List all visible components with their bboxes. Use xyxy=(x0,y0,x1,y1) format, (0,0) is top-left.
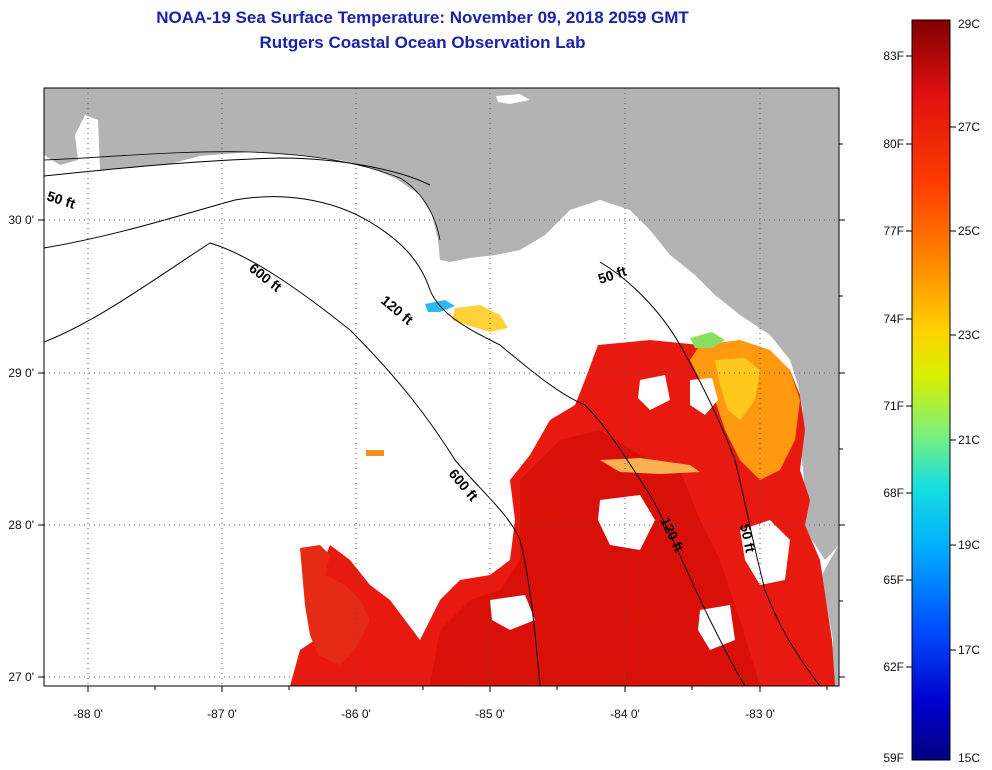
colorbar-celsius-label: 25C xyxy=(958,224,980,238)
cloud-gap xyxy=(598,495,655,550)
cloud-gap xyxy=(690,378,718,415)
contour-label: 50 ft xyxy=(737,522,759,554)
sst-big-bend-yellow xyxy=(452,305,508,332)
contour-50ft xyxy=(44,157,431,186)
sst-band-orange xyxy=(600,458,700,474)
longitude-tick-label: -88 0' xyxy=(73,707,103,721)
contour-50ft-east xyxy=(599,261,821,686)
temperature-colorbar xyxy=(911,19,951,761)
colorbar-fahrenheit-label: 71F xyxy=(883,399,904,413)
latitude-tick-label: 28 0' xyxy=(8,518,34,532)
sst-green-patch xyxy=(690,332,725,348)
sst-warm-water-west xyxy=(300,545,370,665)
colorbar-fahrenheit-label: 65F xyxy=(883,573,904,587)
map-title: NOAA-19 Sea Surface Temperature: Novembe… xyxy=(156,8,689,27)
colorbar-celsius-label: 19C xyxy=(958,538,980,552)
colorbar-fahrenheit-label: 59F xyxy=(883,751,904,765)
land-mass xyxy=(44,88,839,560)
colorbar-celsius-label: 21C xyxy=(958,433,980,447)
colorbar-celsius-label: 29C xyxy=(958,17,980,31)
longitude-tick-label: -85 0' xyxy=(475,707,505,721)
colorbar-fahrenheit-label: 80F xyxy=(883,137,904,151)
map-frame xyxy=(43,87,840,687)
map-subtitle: Rutgers Coastal Ocean Observation Lab xyxy=(259,33,586,52)
sst-coastal-yellow xyxy=(715,358,760,420)
lake xyxy=(496,94,530,104)
depth-contours xyxy=(44,157,821,686)
contour-120ft-west xyxy=(44,196,586,406)
colorbar-fahrenheit-label: 74F xyxy=(883,312,904,326)
latitude-tick-label: 29 0' xyxy=(8,366,34,380)
sst-small-patch xyxy=(366,450,384,456)
latitude-tick-label: 30 0' xyxy=(8,213,34,227)
colorbar-celsius-label: 27C xyxy=(958,120,980,134)
cloud-gap xyxy=(638,375,670,410)
colorbar-celsius-label: 23C xyxy=(958,328,980,342)
cloud-gap xyxy=(490,595,535,630)
land-peninsula-south xyxy=(822,545,839,686)
longitude-tick-label: -84 0' xyxy=(610,707,640,721)
colorbar-celsius-label: 15C xyxy=(958,751,980,765)
contour-120ft-east xyxy=(584,404,746,686)
longitude-tick-label: -87 0' xyxy=(207,707,237,721)
longitude-tick-label: -83 0' xyxy=(745,707,775,721)
colorbar-celsius-label: 17C xyxy=(958,643,980,657)
colorbar-ticks xyxy=(906,55,956,668)
cloud-gap xyxy=(698,605,735,650)
colorbar-fahrenheit-label: 68F xyxy=(883,486,904,500)
latitude-tick-label: 27 0' xyxy=(8,670,34,684)
colorbar-fahrenheit-label: 77F xyxy=(883,224,904,238)
coastline xyxy=(44,151,441,241)
axis-ticks xyxy=(38,143,845,692)
colorbar-fahrenheit-label: 62F xyxy=(883,660,904,674)
map-area xyxy=(44,88,839,686)
colorbar-fahrenheit-label: 83F xyxy=(883,49,904,63)
longitude-tick-label: -86 0' xyxy=(341,707,371,721)
contour-600ft xyxy=(44,242,541,686)
